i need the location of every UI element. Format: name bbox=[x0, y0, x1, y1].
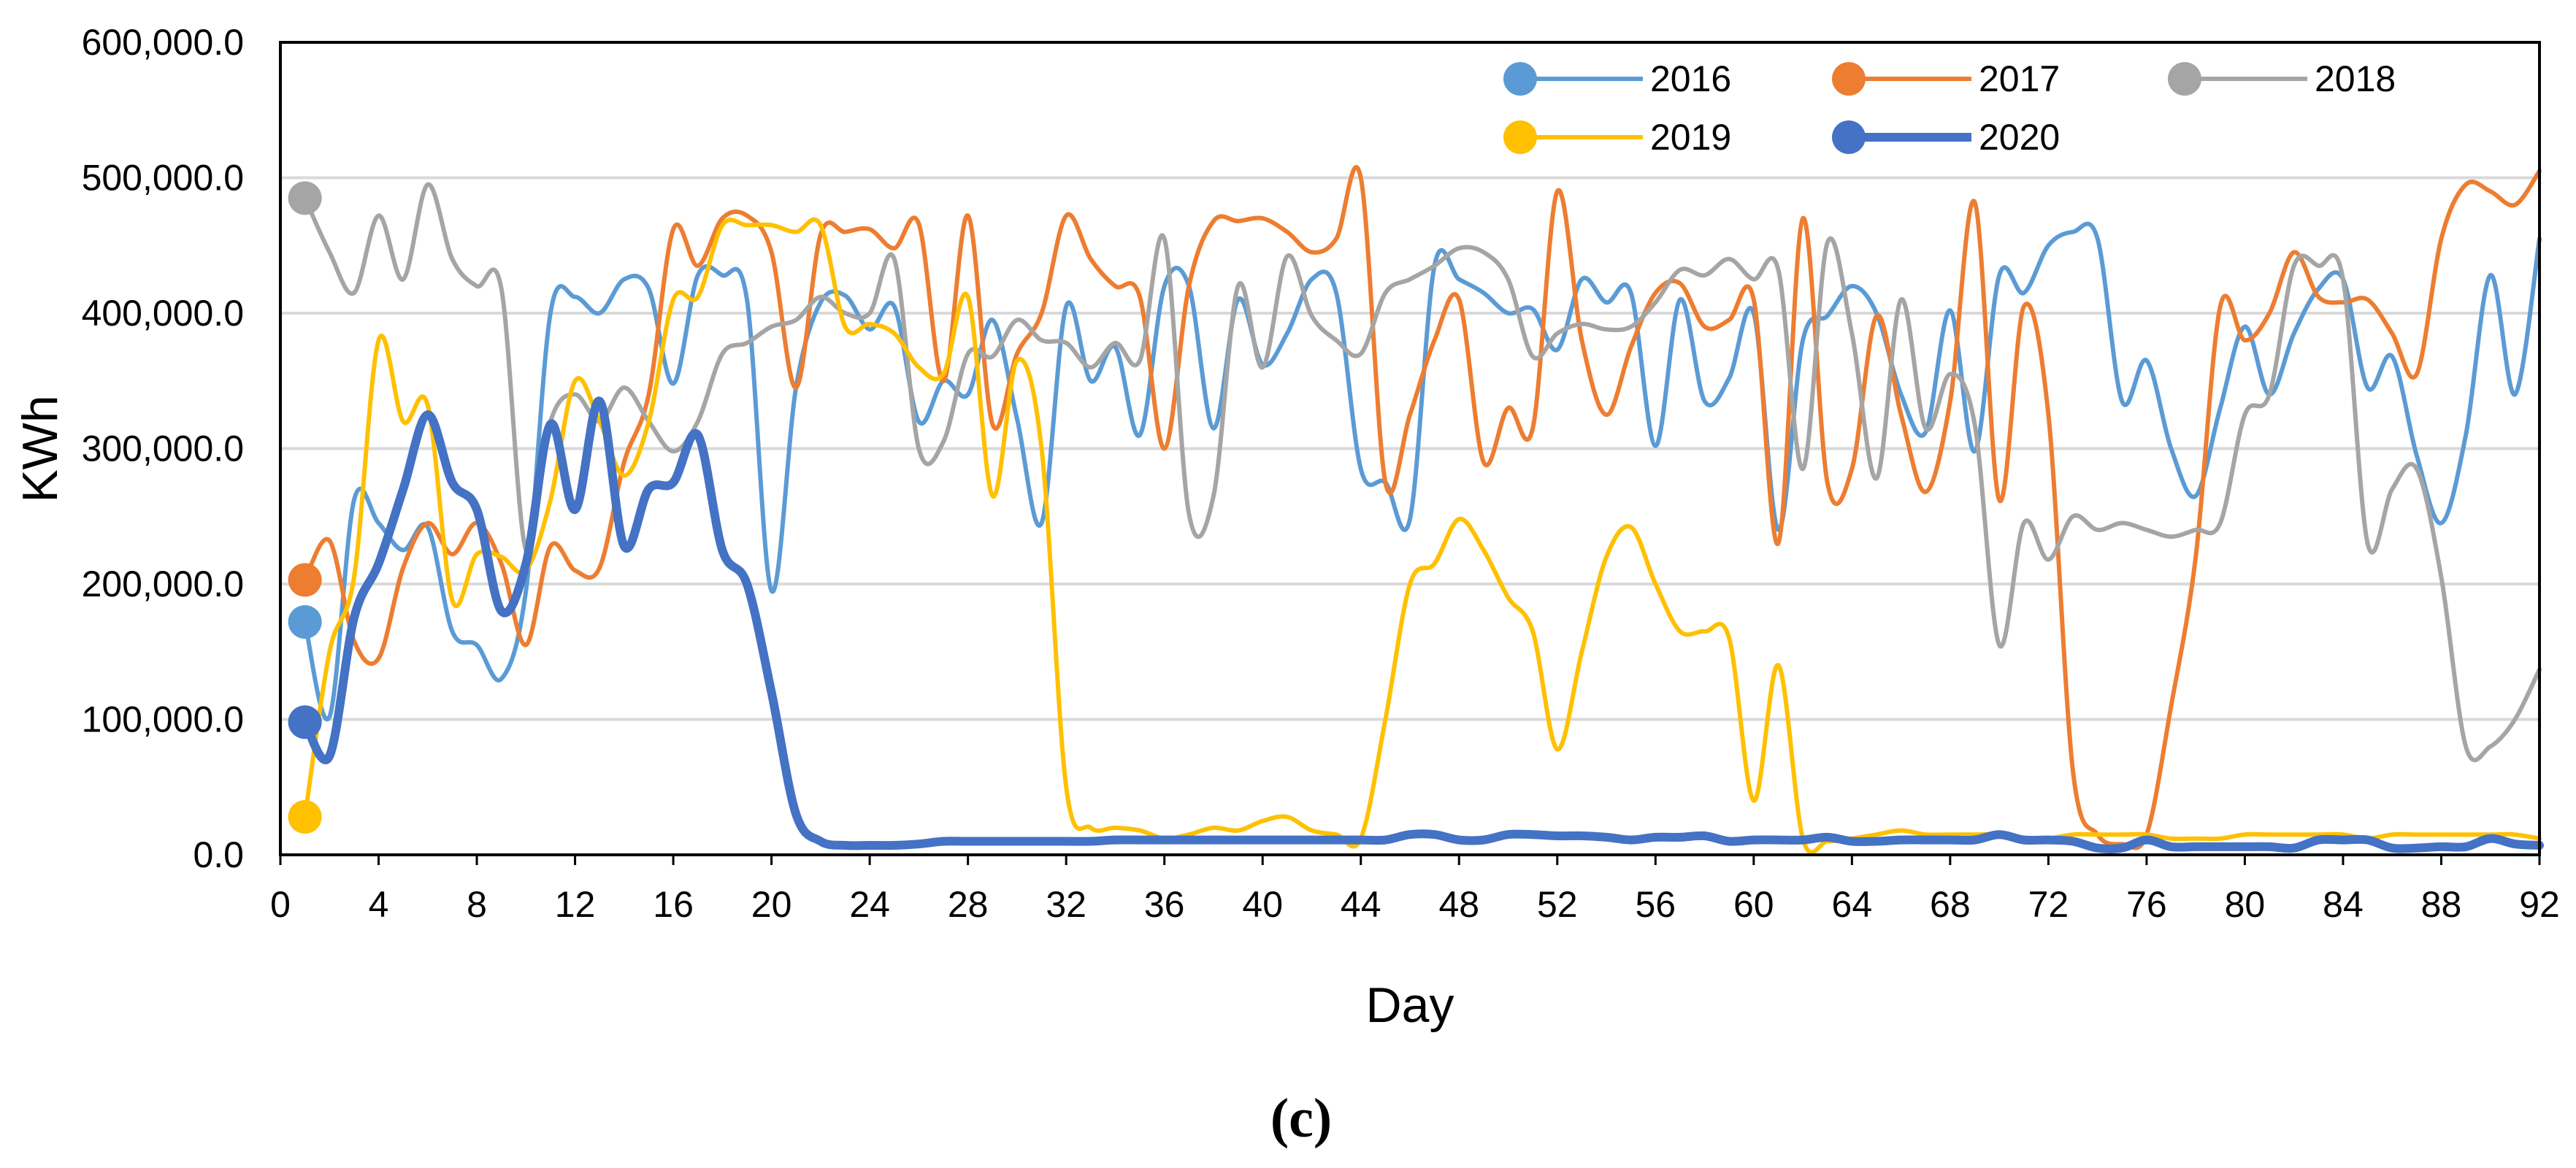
x-tick-label: 88 bbox=[2421, 884, 2462, 925]
x-tick-label: 60 bbox=[1733, 884, 1774, 925]
legend-label-2020: 2020 bbox=[1979, 117, 2060, 158]
x-tick-label: 68 bbox=[1930, 884, 1971, 925]
x-tick-label: 92 bbox=[2519, 884, 2560, 925]
series-line-2018 bbox=[302, 182, 2542, 763]
x-tick-label: 44 bbox=[1341, 884, 1381, 925]
y-tick-label: 400,000.0 bbox=[82, 293, 244, 334]
series-start-marker-2019 bbox=[288, 800, 322, 834]
x-tick-label: 28 bbox=[948, 884, 989, 925]
series-line-2020 bbox=[300, 396, 2544, 854]
y-tick-label: 600,000.0 bbox=[82, 22, 244, 63]
x-tick-label: 24 bbox=[849, 884, 890, 925]
y-tick-label: 200,000.0 bbox=[82, 564, 244, 604]
series-start-marker-2016 bbox=[288, 604, 322, 639]
series-start-marker-2018 bbox=[288, 181, 322, 215]
x-axis-title: Day bbox=[1366, 977, 1454, 1033]
y-tick-label: 500,000.0 bbox=[82, 158, 244, 199]
x-axis-tick-labels: 0 4 8 12 16 20 24 28 32 36 40 44 48 52 56 60 64 68 72 76 80 8… bbox=[270, 855, 2560, 925]
x-tick-label: 56 bbox=[1635, 884, 1676, 925]
y-tick-label: 300,000.0 bbox=[82, 429, 244, 469]
x-tick-label: 84 bbox=[2323, 884, 2364, 925]
x-tick-label: 48 bbox=[1438, 884, 1479, 925]
legend-marker-2016 bbox=[1503, 62, 1537, 96]
x-tick-label: 32 bbox=[1046, 884, 1086, 925]
x-tick-label: 20 bbox=[751, 884, 792, 925]
figure-caption: (c) bbox=[1270, 1088, 1332, 1149]
y-axis-title: KWh bbox=[12, 395, 68, 502]
y-tick-label: 0.0 bbox=[193, 834, 244, 875]
x-tick-label: 52 bbox=[1537, 884, 1578, 925]
legend-label-2016: 2016 bbox=[1650, 58, 1731, 99]
series-group bbox=[288, 165, 2544, 855]
y-tick-label: 100,000.0 bbox=[82, 699, 244, 740]
x-tick-label: 8 bbox=[467, 884, 487, 925]
y-axis-tick-labels: 0.0 100,000.0 200,000.0 300,000.0 400,000.0 5… bbox=[82, 22, 244, 875]
legend-marker-2020 bbox=[1832, 120, 1866, 154]
x-tick-label: 0 bbox=[270, 884, 291, 925]
legend-label-2018: 2018 bbox=[2315, 58, 2396, 99]
legend-marker-2019 bbox=[1503, 120, 1537, 154]
x-tick-label: 76 bbox=[2126, 884, 2167, 925]
legend-marker-2017 bbox=[1832, 62, 1866, 96]
x-tick-label: 16 bbox=[653, 884, 694, 925]
legend: 2016 2017 2018 2019 2020 bbox=[1503, 58, 2396, 158]
series-start-marker-2017 bbox=[288, 563, 322, 597]
plot-area-frame bbox=[279, 41, 2541, 856]
x-tick-label: 64 bbox=[1832, 884, 1873, 925]
legend-label-2017: 2017 bbox=[1979, 58, 2060, 99]
x-tick-label: 80 bbox=[2225, 884, 2266, 925]
x-tick-label: 40 bbox=[1242, 884, 1283, 925]
legend-marker-2018 bbox=[2168, 62, 2201, 96]
x-tick-label: 72 bbox=[2028, 884, 2069, 925]
series-start-marker-2020 bbox=[288, 705, 322, 739]
series-line-2016 bbox=[302, 221, 2542, 722]
x-tick-label: 12 bbox=[555, 884, 596, 925]
x-tick-label: 36 bbox=[1144, 884, 1185, 925]
x-tick-label: 4 bbox=[369, 884, 389, 925]
legend-label-2019: 2019 bbox=[1650, 117, 1731, 158]
